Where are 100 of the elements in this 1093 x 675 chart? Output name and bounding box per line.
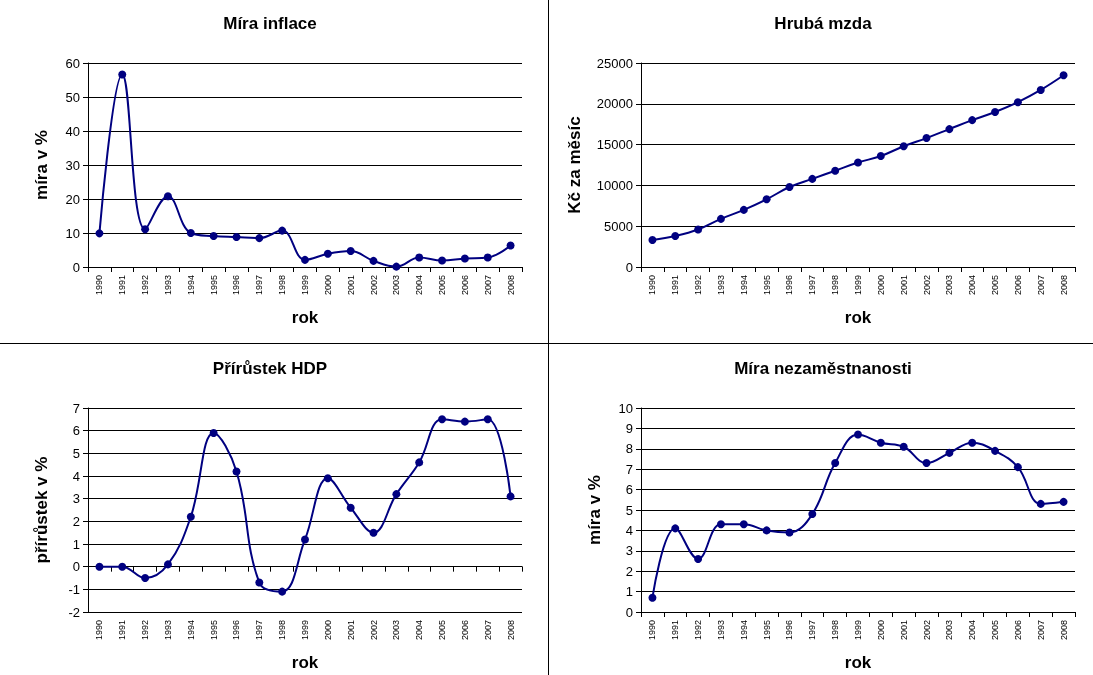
x-tick-label: 1995 bbox=[761, 275, 772, 296]
y-tick-label: 4 bbox=[72, 468, 80, 484]
x-tick-label: 2004 bbox=[414, 275, 425, 296]
x-tick-label: 1998 bbox=[830, 275, 841, 296]
point bbox=[415, 458, 424, 467]
y-tick-label: 6 bbox=[72, 423, 80, 439]
point bbox=[1059, 71, 1068, 80]
point bbox=[118, 562, 127, 571]
x-tick-label: 1997 bbox=[807, 275, 818, 296]
point bbox=[945, 125, 954, 134]
point bbox=[854, 430, 862, 439]
x-tick-label: 2001 bbox=[898, 620, 909, 641]
y-tick-label: 2 bbox=[72, 513, 80, 529]
y-axis-title: přírůstek v % bbox=[32, 456, 51, 564]
y-tick-label: 30 bbox=[65, 157, 80, 173]
x-tick-label: 2002 bbox=[921, 275, 932, 296]
x-tick-label: 2006 bbox=[459, 275, 470, 296]
point bbox=[831, 166, 840, 175]
x-tick-label: 2004 bbox=[967, 620, 978, 641]
x-tick-label: 1995 bbox=[761, 620, 772, 641]
point bbox=[1013, 463, 1022, 472]
point bbox=[716, 214, 725, 223]
x-tick-label: 2007 bbox=[482, 620, 493, 641]
point bbox=[232, 233, 241, 242]
x-tick-label: 1996 bbox=[231, 275, 242, 296]
point bbox=[392, 490, 401, 499]
y-tick-label: 5000 bbox=[604, 218, 633, 234]
x-tick-label: 2001 bbox=[345, 275, 356, 296]
x-tick-label: 2008 bbox=[1058, 620, 1069, 641]
point bbox=[438, 415, 447, 424]
y-axis-title: míra v % bbox=[585, 475, 604, 545]
point bbox=[785, 528, 794, 537]
point bbox=[1036, 499, 1045, 508]
chart-title: Míra inflace bbox=[223, 14, 317, 33]
x-tick-label: 1997 bbox=[254, 620, 265, 641]
x-tick-label: 1992 bbox=[140, 275, 151, 296]
y-tick-label: -1 bbox=[68, 581, 80, 597]
point bbox=[671, 231, 680, 240]
point bbox=[255, 578, 264, 587]
x-tick-label: 1992 bbox=[693, 620, 704, 641]
x-tick-label: 2000 bbox=[875, 620, 886, 641]
y-axis-title: míra v % bbox=[32, 130, 51, 200]
x-tick-label: 1992 bbox=[140, 620, 151, 641]
x-tick-label: 2006 bbox=[459, 620, 470, 641]
x-axis-title: rok bbox=[291, 653, 319, 672]
point bbox=[483, 415, 492, 424]
point bbox=[694, 554, 703, 563]
point bbox=[141, 225, 150, 234]
y-tick-label: 10 bbox=[618, 400, 633, 416]
x-tick-label: 2008 bbox=[1058, 275, 1069, 296]
x-axis-title: rok bbox=[844, 653, 872, 672]
point bbox=[301, 535, 309, 544]
y-tick-label: 0 bbox=[72, 259, 80, 275]
point bbox=[648, 236, 657, 245]
point bbox=[369, 256, 378, 265]
y-tick-label: 1 bbox=[72, 536, 80, 552]
x-tick-label: 2001 bbox=[345, 620, 356, 641]
x-tick-label: 1998 bbox=[277, 620, 288, 641]
point bbox=[671, 524, 680, 533]
point bbox=[346, 503, 355, 512]
y-tick-label: 2 bbox=[625, 563, 633, 579]
point bbox=[899, 142, 908, 151]
x-tick-label: 1999 bbox=[300, 275, 310, 296]
point bbox=[1059, 497, 1068, 506]
y-tick-label: 3 bbox=[625, 543, 633, 559]
point bbox=[1013, 98, 1022, 107]
x-tick-label: 2004 bbox=[414, 620, 425, 641]
point bbox=[506, 241, 515, 250]
x-tick-label: 1998 bbox=[830, 620, 841, 641]
y-tick-label: 9 bbox=[625, 420, 633, 436]
point bbox=[415, 253, 424, 262]
x-tick-label: 1996 bbox=[231, 620, 242, 641]
point bbox=[163, 560, 172, 569]
point bbox=[278, 587, 287, 596]
point bbox=[762, 526, 771, 535]
point bbox=[118, 70, 127, 79]
chart-title: Hrubá mzda bbox=[774, 14, 873, 33]
x-tick-label: 1995 bbox=[208, 275, 219, 296]
x-tick-label: 2007 bbox=[482, 275, 493, 296]
point bbox=[460, 417, 469, 426]
point bbox=[1036, 85, 1045, 94]
point bbox=[899, 442, 908, 451]
point bbox=[922, 459, 931, 468]
x-tick-label: 1991 bbox=[670, 275, 681, 296]
y-axis-title: Kč za měsíc bbox=[565, 116, 584, 214]
point bbox=[808, 174, 817, 183]
point bbox=[255, 234, 264, 243]
x-tick-label: 1997 bbox=[807, 620, 818, 641]
y-tick-label: 50 bbox=[65, 89, 80, 105]
y-tick-label: 20 bbox=[65, 191, 80, 207]
x-tick-label: 2003 bbox=[944, 620, 955, 641]
y-tick-label: 60 bbox=[65, 55, 80, 71]
point bbox=[323, 474, 332, 483]
y-tick-label: 8 bbox=[625, 441, 633, 457]
x-tick-label: 2004 bbox=[967, 275, 978, 296]
point bbox=[163, 192, 172, 201]
x-tick-label: 2008 bbox=[505, 275, 516, 296]
x-tick-label: 2002 bbox=[921, 620, 932, 641]
point bbox=[854, 158, 862, 167]
point bbox=[301, 255, 309, 264]
